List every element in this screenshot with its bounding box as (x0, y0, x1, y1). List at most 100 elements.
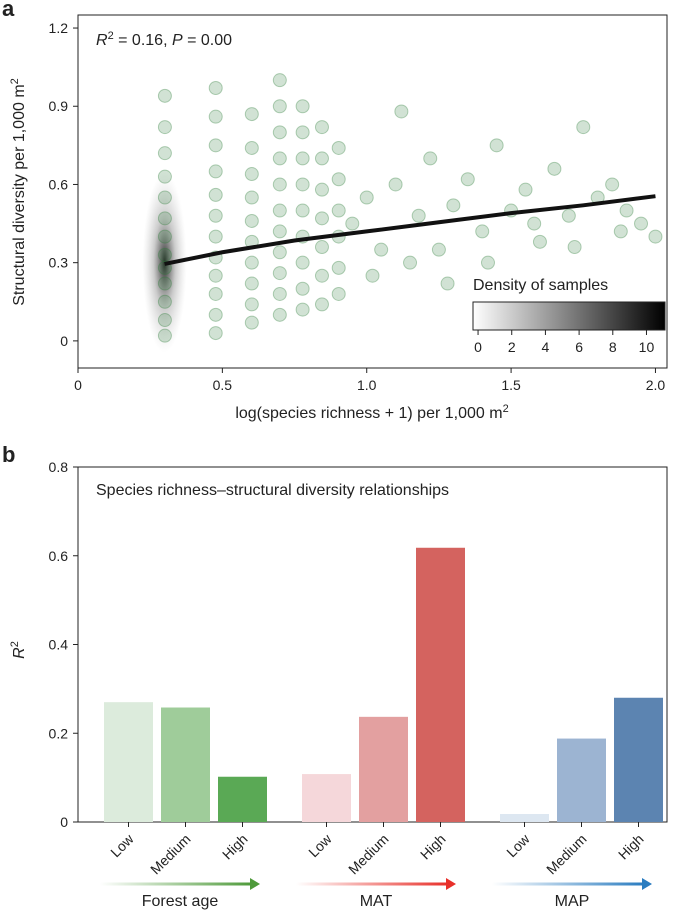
x-tick-label: Low (107, 830, 137, 860)
point (272, 203, 287, 218)
point (244, 297, 259, 312)
point (208, 208, 223, 223)
point (431, 242, 446, 257)
point (244, 315, 259, 330)
y-axis-label-text: R (11, 647, 28, 659)
point (244, 107, 259, 122)
point (272, 266, 287, 281)
annotation-part: = 0.00 (183, 32, 232, 49)
x-tick-label: High (219, 831, 251, 863)
point (648, 229, 663, 244)
point (272, 307, 287, 322)
bar (614, 697, 663, 822)
point (244, 167, 259, 182)
point (489, 138, 504, 153)
panel-label: b (2, 442, 15, 467)
group-arrow (100, 882, 252, 886)
point (157, 120, 172, 135)
point (157, 146, 172, 161)
y-axis-label-sup: 2 (9, 78, 21, 84)
y-tick-label: 0.4 (49, 637, 69, 653)
point (547, 161, 562, 176)
bar (161, 707, 210, 822)
point (423, 151, 438, 166)
y-tick-label: 1.2 (49, 20, 69, 36)
point (272, 151, 287, 166)
annotation: R2 = 0.16, P = 0.00 (96, 30, 232, 49)
point (480, 255, 495, 270)
point (272, 245, 287, 260)
colorbar-tick-label: 10 (639, 339, 655, 355)
point (634, 216, 649, 231)
point (295, 302, 310, 317)
point (567, 240, 582, 255)
y-tick-label: 0.9 (49, 98, 69, 114)
point (314, 182, 329, 197)
point (331, 172, 346, 187)
annotation: Species richness–structural diversity re… (96, 482, 449, 499)
y-axis-label: R2 (9, 641, 28, 659)
point (295, 99, 310, 114)
point (208, 286, 223, 301)
annotation-part: = 0.16, (114, 32, 172, 49)
colorbar-label: Density of samples (473, 277, 608, 294)
point (208, 268, 223, 283)
point (244, 213, 259, 228)
point (576, 120, 591, 135)
point (157, 169, 172, 184)
point (208, 307, 223, 322)
point (208, 229, 223, 244)
group-label: Forest age (142, 893, 219, 910)
point (518, 182, 533, 197)
annotation-part: 2 (108, 30, 114, 42)
x-tick-label: 1.5 (501, 377, 521, 393)
y-axis-label: Structural diversity per 1,000 m2 (9, 78, 28, 306)
point (244, 140, 259, 155)
point (157, 276, 172, 291)
point (208, 138, 223, 153)
group-arrow (492, 882, 644, 886)
point (272, 224, 287, 239)
point (295, 255, 310, 270)
point (365, 268, 380, 283)
bar (302, 774, 351, 822)
y-tick-label: 0.8 (49, 459, 69, 475)
y-tick-label: 0.6 (49, 548, 69, 564)
point (272, 73, 287, 88)
point (394, 104, 409, 119)
point (331, 140, 346, 155)
point (295, 203, 310, 218)
colorbar-tick-label: 8 (609, 339, 617, 355)
y-tick-label: 0 (60, 333, 68, 349)
point (460, 172, 475, 187)
point (157, 247, 172, 262)
point (314, 211, 329, 226)
point (314, 268, 329, 283)
point (157, 313, 172, 328)
point (157, 88, 172, 103)
bar (416, 547, 465, 822)
point (605, 177, 620, 192)
x-axis-label-text: log(species richness + 1) per 1,000 m (235, 405, 502, 422)
y-tick-label: 0.3 (49, 255, 69, 271)
point (272, 125, 287, 140)
point (374, 242, 389, 257)
y-axis-label-sup: 2 (9, 641, 21, 647)
point (295, 177, 310, 192)
y-tick-label: 0 (60, 814, 68, 830)
point (440, 276, 455, 291)
axes-frame (77, 14, 668, 369)
point (475, 224, 490, 239)
point (208, 164, 223, 179)
x-tick-label: Medium (345, 831, 392, 878)
point (331, 203, 346, 218)
y-tick-label: 0.6 (49, 176, 69, 192)
point (561, 208, 576, 223)
group-label: MAP (555, 893, 590, 910)
x-tick-label: High (615, 831, 647, 863)
point (244, 190, 259, 205)
x-tick-label: 1.0 (357, 377, 377, 393)
point (314, 120, 329, 135)
point (157, 211, 172, 226)
point (272, 99, 287, 114)
